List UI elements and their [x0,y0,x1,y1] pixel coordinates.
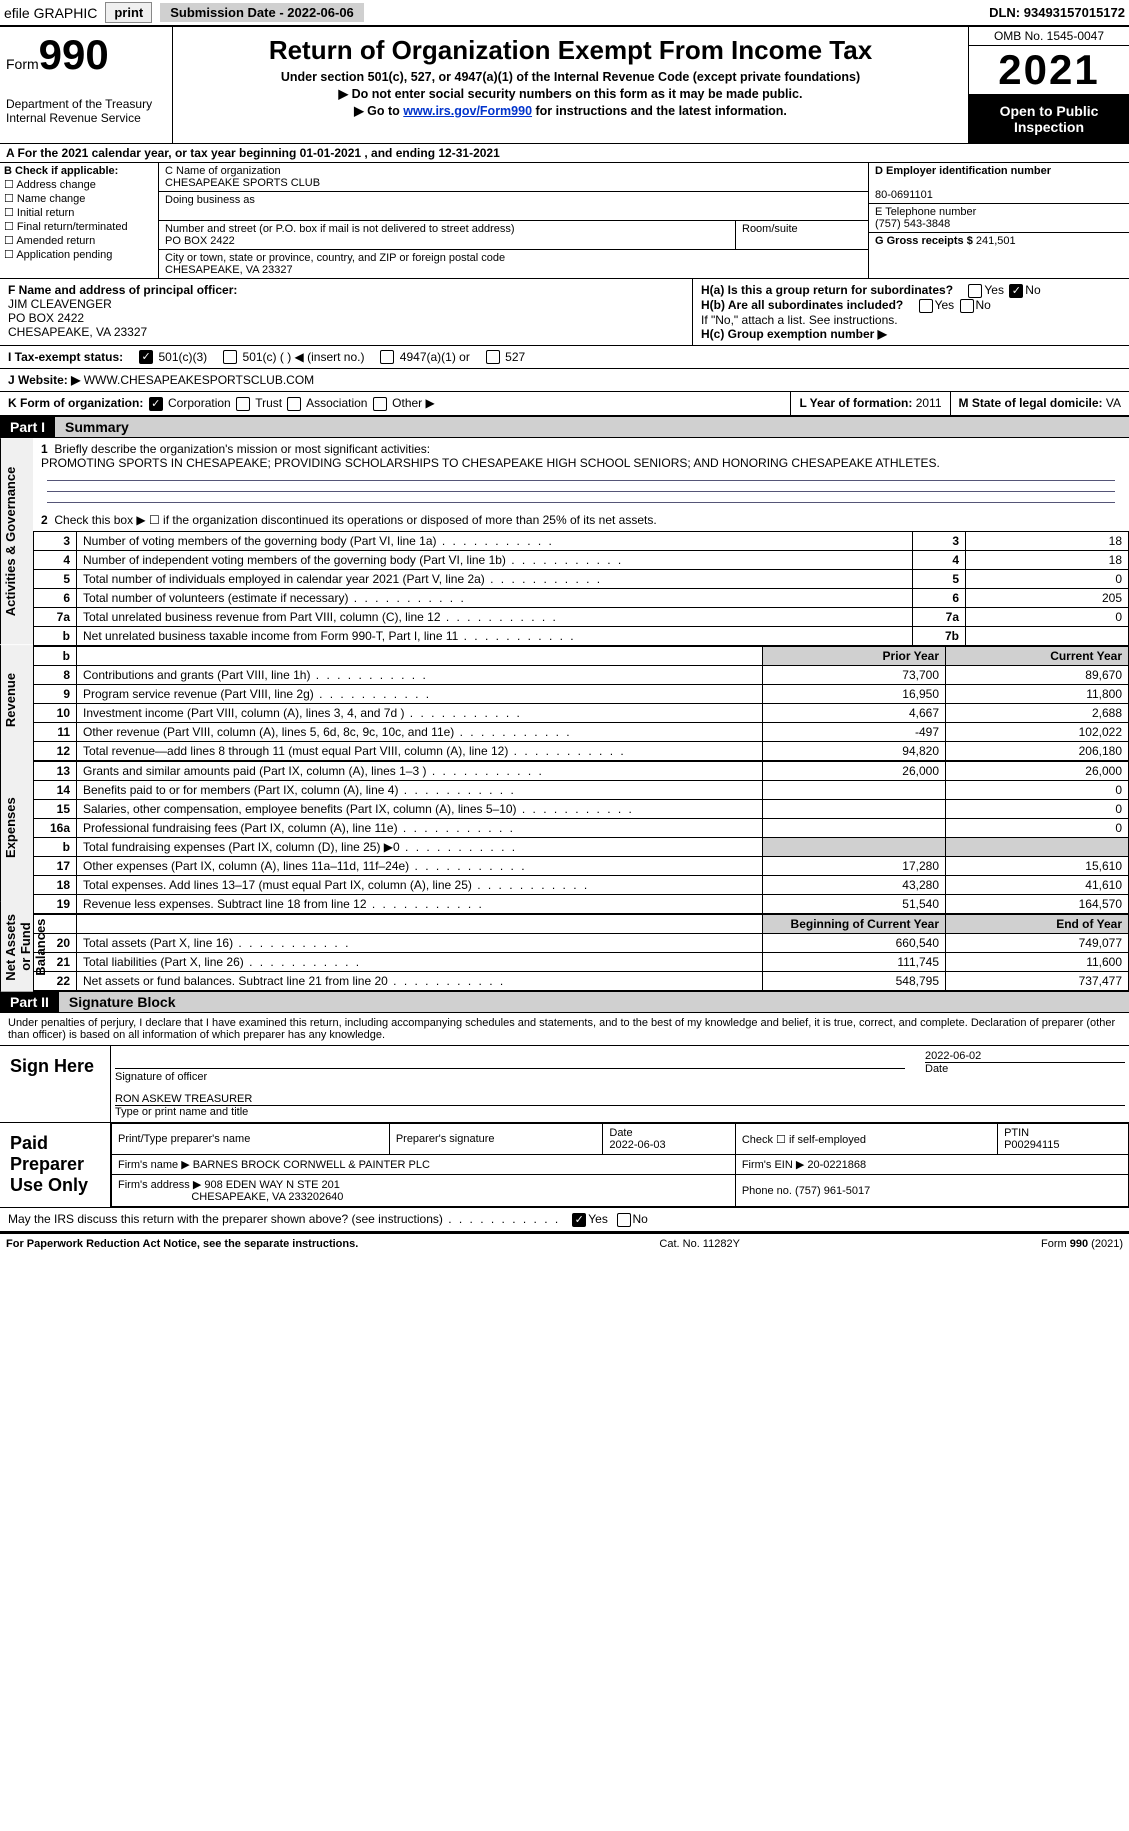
section-fh: F Name and address of principal officer:… [0,279,1129,346]
header-right: OMB No. 1545-0047 2021 Open to Public In… [968,27,1129,143]
box-f: F Name and address of principal officer:… [0,279,693,345]
box-h: H(a) Is this a group return for subordin… [693,279,1129,345]
box-deg: D Employer identification number80-06911… [869,163,1129,278]
footer: For Paperwork Reduction Act Notice, see … [0,1233,1129,1254]
form-header: Form990 Department of the Treasury Inter… [0,27,1129,144]
print-button[interactable]: print [105,2,152,23]
declaration: Under penalties of perjury, I declare th… [0,1013,1129,1046]
box-c: C Name of organizationCHESAPEAKE SPORTS … [159,163,869,278]
efile-label: efile GRAPHIC [4,5,97,21]
paid-preparer: Paid Preparer Use Only Print/Type prepar… [0,1123,1129,1208]
part1-header: Part I Summary [0,417,1129,438]
summary-gov-table: 3Number of voting members of the governi… [33,531,1129,646]
tax-status: I Tax-exempt status: 501(c)(3) 501(c) ( … [0,346,1129,370]
sign-here: Sign Here Signature of officer 2022-06-0… [0,1046,1129,1123]
header-mid: Return of Organization Exempt From Incom… [173,27,968,143]
submission-date: Submission Date - 2022-06-06 [160,3,364,22]
discuss-row: May the IRS discuss this return with the… [0,1208,1129,1233]
box-b: B Check if applicable: ☐ Address change … [0,163,159,278]
summary-net-table: Beginning of Current YearEnd of Year20To… [33,914,1129,991]
irs-link[interactable]: www.irs.gov/Form990 [403,104,532,118]
dln: DLN: 93493157015172 [989,5,1125,20]
top-bar: efile GRAPHIC print Submission Date - 20… [0,0,1129,27]
line-a: A For the 2021 calendar year, or tax yea… [0,144,1129,163]
summary-rev-table: bPrior YearCurrent Year8Contributions an… [33,646,1129,761]
summary-exp-table: 13Grants and similar amounts paid (Part … [33,761,1129,914]
header-left: Form990 Department of the Treasury Inter… [0,27,173,143]
form-title: Return of Organization Exempt From Incom… [179,35,962,66]
section-bcdeg: B Check if applicable: ☐ Address change … [0,163,1129,279]
klm-row: K Form of organization: Corporation Trus… [0,392,1129,417]
website-row: J Website: ▶ WWW.CHESAPEAKESPORTSCLUB.CO… [0,369,1129,392]
part2-header: Part II Signature Block [0,992,1129,1013]
part1-body: Activities & Governance Revenue Expenses… [0,438,1129,992]
